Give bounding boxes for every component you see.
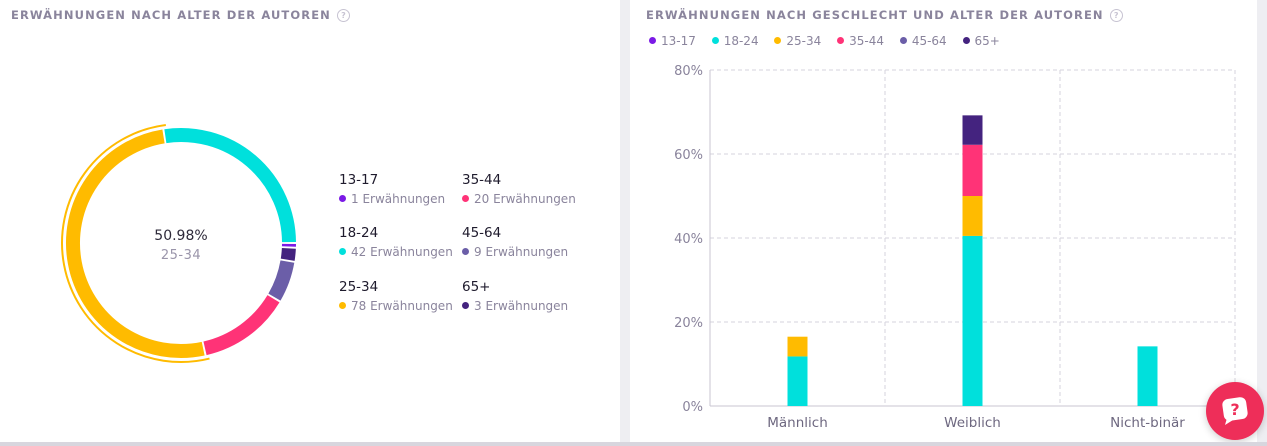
legend-count-text: 9 Erwähnungen <box>474 245 569 259</box>
bar-segment-Männlich-18-24[interactable] <box>787 356 808 406</box>
x-tick-label: Nicht-binär <box>1110 415 1185 431</box>
legend-age-label: 25-34 <box>339 279 379 295</box>
donut-center-label: 25-34 <box>160 248 202 263</box>
svg-text:?: ? <box>1230 400 1239 419</box>
legend-count: 42 Erwähnungen <box>339 245 469 259</box>
bar-legend-item-25-34[interactable]: 25-34 <box>774 34 821 48</box>
bar-legend-label: 18-24 <box>723 34 759 48</box>
legend-dot <box>339 248 346 255</box>
y-tick-label: 0% <box>682 400 703 415</box>
legend-count: 9 Erwähnungen <box>462 245 592 259</box>
donut-highlight-arc <box>61 123 210 363</box>
legend-dot <box>462 302 469 309</box>
legend-item-18-24[interactable]: 18-24 42 Erwähnungen <box>339 225 469 259</box>
legend-count: 20 Erwähnungen <box>462 192 592 206</box>
age-panel-title-text: ERWÄHNUNGEN NACH ALTER DER AUTOREN <box>11 8 331 22</box>
bar-legend: 13-17 18-24 25-34 35-44 45-64 65+ <box>649 34 1012 48</box>
legend-age-label: 13-17 <box>339 172 379 188</box>
gender-age-bar-chart: 0% 20% 40% 60% 80% Männlich Weiblich Nicht-binä… <box>674 64 1236 431</box>
legend-count-text: 1 Erwähnungen <box>351 192 446 206</box>
legend-count: 3 Erwähnungen <box>462 299 592 313</box>
legend-dot <box>962 37 970 44</box>
bar-segment-Weiblich-35-44[interactable] <box>962 144 983 196</box>
bar-legend-label: 25-34 <box>786 34 822 48</box>
chat-help-icon: ? <box>1222 397 1248 425</box>
legend-age-label: 18-24 <box>339 225 379 241</box>
legend-count-text: 42 Erwähnungen <box>351 245 453 259</box>
bar-legend-item-45-64[interactable]: 45-64 <box>899 34 947 48</box>
y-tick-label: 40% <box>674 232 703 247</box>
legend-dot <box>339 195 346 202</box>
legend-dot <box>462 248 469 255</box>
legend-dot <box>774 37 782 44</box>
legend-count-text: 20 Erwähnungen <box>474 192 576 206</box>
bar-segment-Weiblich-65+[interactable] <box>962 115 983 145</box>
legend-dot <box>899 37 907 44</box>
legend-item-35-44[interactable]: 35-44 20 Erwähnungen <box>462 172 592 206</box>
donut-center-percent: 50.98% <box>154 228 208 244</box>
donut-slice-25-34[interactable] <box>66 129 205 358</box>
legend-age-label: 35-44 <box>462 172 502 188</box>
legend-dot <box>649 37 656 44</box>
legend-age-label: 65+ <box>462 279 491 295</box>
gender-panel-title-text: ERWÄHNUNGEN NACH GESCHLECHT UND ALTER DE… <box>646 8 1104 22</box>
legend-dot <box>711 37 719 44</box>
support-chat-button[interactable]: ? <box>1206 382 1264 440</box>
legend-count: 78 Erwähnungen <box>339 299 469 313</box>
legend-dot <box>339 302 346 309</box>
legend-dot <box>837 37 845 44</box>
legend-count: 1 Erwähnungen <box>339 192 469 206</box>
age-mentions-panel: ERWÄHNUNGEN NACH ALTER DER AUTOREN? 50.9… <box>0 0 620 446</box>
bar-legend-item-65-plus[interactable]: 65+ <box>962 34 1000 48</box>
y-tick-label: 60% <box>674 148 703 163</box>
bar-segment-Weiblich-25-34[interactable] <box>962 196 983 236</box>
x-tick-label: Männlich <box>767 415 828 431</box>
bar-legend-item-35-44[interactable]: 35-44 <box>837 34 884 48</box>
x-tick-label: Weiblich <box>944 415 1001 431</box>
help-icon[interactable]: ? <box>1109 9 1123 22</box>
gender-panel-title: ERWÄHNUNGEN NACH GESCHLECHT UND ALTER DE… <box>646 8 1123 22</box>
legend-item-45-64[interactable]: 45-64 9 Erwähnungen <box>462 225 592 259</box>
donut-slice-65+[interactable] <box>280 247 296 261</box>
bar-segment-Nicht-binär-18-24[interactable] <box>1137 346 1158 406</box>
bar-legend-label: 65+ <box>974 34 1000 48</box>
legend-count-text: 3 Erwähnungen <box>474 299 569 313</box>
donut-slice-18-24[interactable] <box>164 128 296 243</box>
legend-dot <box>462 195 469 202</box>
legend-item-65-plus[interactable]: 65+ 3 Erwähnungen <box>462 279 592 313</box>
bar-segment-Weiblich-18-24[interactable] <box>962 235 983 406</box>
donut-slice-45-64[interactable] <box>268 260 295 301</box>
bar-segment-Männlich-25-34[interactable] <box>787 336 808 357</box>
y-tick-label: 80% <box>674 64 703 79</box>
bar-legend-label: 13-17 <box>661 34 696 48</box>
legend-item-25-34[interactable]: 25-34 78 Erwähnungen <box>339 279 469 313</box>
help-icon[interactable]: ? <box>336 9 350 22</box>
legend-count-text: 78 Erwähnungen <box>351 299 453 313</box>
legend-age-label: 45-64 <box>462 225 502 241</box>
y-tick-label: 20% <box>674 316 703 331</box>
bar-legend-label: 45-64 <box>911 34 947 48</box>
bar-legend-item-18-24[interactable]: 18-24 <box>711 34 759 48</box>
bar-legend-item-13-17[interactable]: 13-17 <box>649 34 696 48</box>
bar-legend-label: 35-44 <box>849 34 884 48</box>
legend-item-13-17[interactable]: 13-17 1 Erwähnungen <box>339 172 469 206</box>
bottom-scroll-bar <box>0 442 1267 446</box>
age-panel-title: ERWÄHNUNGEN NACH ALTER DER AUTOREN? <box>11 8 350 22</box>
donut-slice-35-44[interactable] <box>203 295 280 356</box>
gender-age-mentions-panel: ERWÄHNUNGEN NACH GESCHLECHT UND ALTER DE… <box>630 0 1257 446</box>
age-donut-chart <box>61 123 296 363</box>
